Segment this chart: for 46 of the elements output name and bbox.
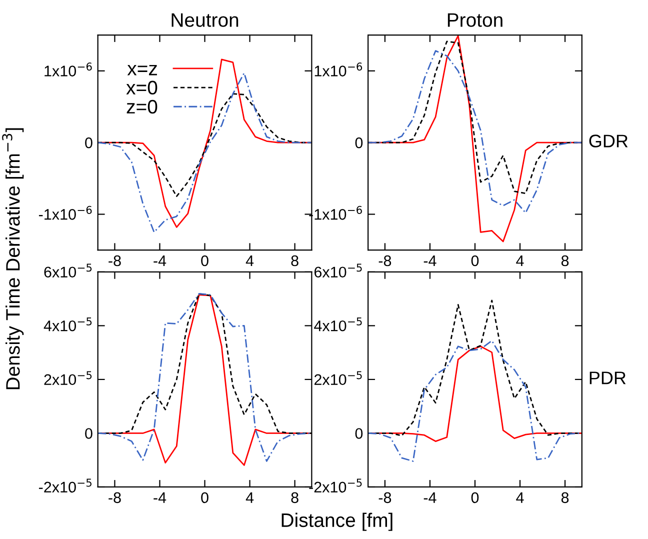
y-tick-label: 0 <box>355 137 363 148</box>
line-series <box>368 50 582 214</box>
legend-label: z=0 <box>126 100 158 114</box>
line-series <box>368 340 582 462</box>
y2-axis-title: PDR <box>590 372 626 384</box>
x-tick-label: -8 <box>108 255 121 266</box>
y-tick-label: 1x10$^{−6}$ <box>314 62 362 76</box>
x-tick-label: 0 <box>471 255 479 266</box>
x-tick-label: -4 <box>154 256 166 266</box>
x-tick-label: -4 <box>424 492 436 503</box>
chart-title: Proton <box>448 13 502 27</box>
y-tick-label: 6x10$^{−5}$ <box>44 264 92 278</box>
x-tick-label: 0 <box>471 492 479 504</box>
chart-title: Neutron <box>172 13 238 27</box>
x-axis-title: Distance [fm] <box>282 512 392 531</box>
y-tick-label: -2x10$^{−5}$ <box>38 478 92 493</box>
x-tick-label: 4 <box>246 256 254 266</box>
y-tick-label: 6x10$^{−5}$ <box>314 264 362 278</box>
y-tick-label: 2x10$^{−5}$ <box>314 371 362 386</box>
y-tick-label: 2x10$^{−5}$ <box>44 371 92 386</box>
x-tick-label: 4 <box>246 492 254 503</box>
y-axis-title: Density Time Derivative [fm$^{−3}$] <box>2 128 24 390</box>
x-tick-label: 4 <box>516 492 524 503</box>
x-tick-label: -4 <box>154 492 166 503</box>
x-tick-label: 0 <box>201 255 208 266</box>
x-tick-label: 0 <box>201 492 208 504</box>
x-tick-label: -4 <box>424 256 436 266</box>
x-tick-label: 8 <box>561 255 569 266</box>
x-tick-label: 8 <box>291 492 298 504</box>
y-tick-label: 4x10$^{−5}$ <box>44 317 92 332</box>
y-tick-label: 4x10$^{−5}$ <box>314 317 362 332</box>
y-tick-label: 1x10$^{−6}$ <box>44 62 92 76</box>
y-tick-label: 0 <box>85 137 92 148</box>
x-tick-label: 8 <box>291 255 298 266</box>
legend-label: x=z <box>127 64 157 76</box>
x-tick-label: -8 <box>378 255 392 266</box>
y2-axis-title: GDR <box>589 134 628 148</box>
y-tick-label: 0 <box>85 428 92 439</box>
y-tick-label: -1x10$^{−6}$ <box>38 206 92 220</box>
y-tick-label: -2x10$^{−5}$ <box>309 478 362 493</box>
x-tick-label: 8 <box>561 492 569 504</box>
y-tick-label: 0 <box>355 428 363 439</box>
x-tick-label: -8 <box>378 492 392 504</box>
x-tick-label: 4 <box>516 256 524 266</box>
legend-label: x=0 <box>126 80 158 95</box>
x-tick-label: -8 <box>108 492 121 504</box>
